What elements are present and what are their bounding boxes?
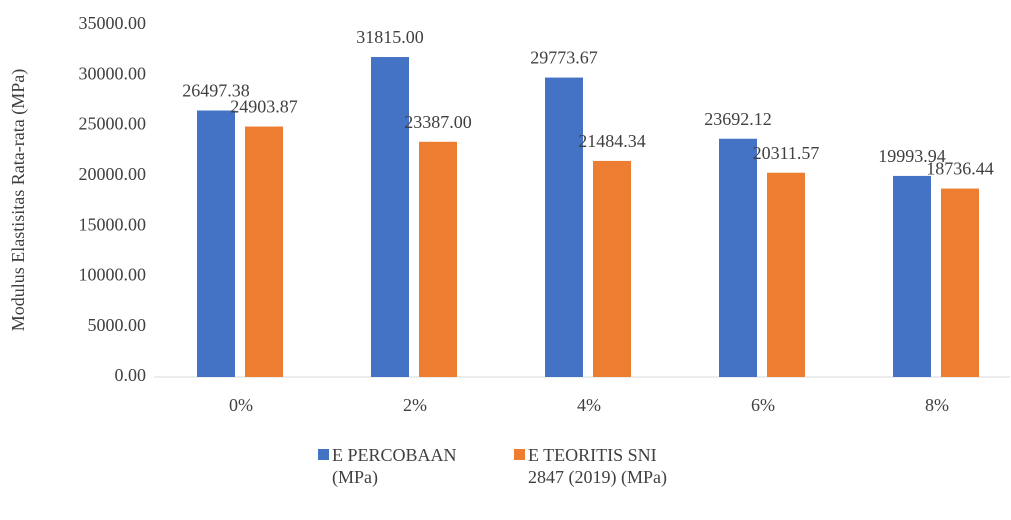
bar — [719, 138, 757, 377]
bar — [245, 126, 283, 377]
y-tick-label: 20000.00 — [79, 164, 147, 184]
y-tick-label: 15000.00 — [79, 214, 147, 234]
value-label: 26497.38 — [182, 81, 250, 101]
value-label: 21484.34 — [578, 131, 646, 151]
y-tick-label: 30000.00 — [79, 63, 147, 83]
y-axis-label: Modulus Elastisitas Rata-rata (MPa) — [8, 69, 29, 331]
value-label: 29773.67 — [530, 48, 598, 68]
y-tick-label: 25000.00 — [79, 114, 147, 134]
legend-label: E TEORITIS SNI 2847 (2019) (MPa) — [528, 445, 667, 487]
value-label: 23387.00 — [404, 112, 472, 132]
bar — [767, 172, 805, 377]
legend-item: E TEORITIS SNI 2847 (2019) (MPa) — [514, 444, 696, 488]
bar — [941, 188, 979, 377]
x-tick-label: 2% — [403, 395, 427, 415]
bar — [593, 160, 631, 377]
x-tick-label: 0% — [229, 395, 253, 415]
value-label: 20311.57 — [753, 143, 820, 163]
value-label: 18736.44 — [926, 159, 994, 179]
value-label: 24903.87 — [230, 97, 298, 117]
x-tick-label: 8% — [925, 395, 949, 415]
x-tick-label: 4% — [577, 395, 601, 415]
legend: E PERCOBAAN (MPa) E TEORITIS SNI 2847 (20… — [318, 444, 696, 488]
legend-swatch — [514, 449, 525, 460]
bar — [893, 175, 931, 377]
bar — [197, 110, 235, 378]
x-tick-label: 6% — [751, 395, 775, 415]
bar — [371, 57, 409, 377]
legend-swatch — [318, 449, 329, 460]
value-label: 23692.12 — [704, 109, 772, 129]
value-label: 31815.00 — [356, 27, 424, 47]
y-tick-label: 5000.00 — [88, 315, 147, 335]
bar — [419, 141, 457, 377]
y-tick-label: 0.00 — [115, 365, 147, 385]
y-tick-label: 35000.00 — [79, 13, 147, 33]
legend-item: E PERCOBAAN (MPa) — [318, 444, 500, 488]
y-tick-label: 10000.00 — [79, 265, 147, 285]
legend-label: E PERCOBAAN (MPa) — [332, 445, 457, 487]
value-label: 19993.94 — [878, 146, 946, 166]
bar — [545, 77, 583, 377]
